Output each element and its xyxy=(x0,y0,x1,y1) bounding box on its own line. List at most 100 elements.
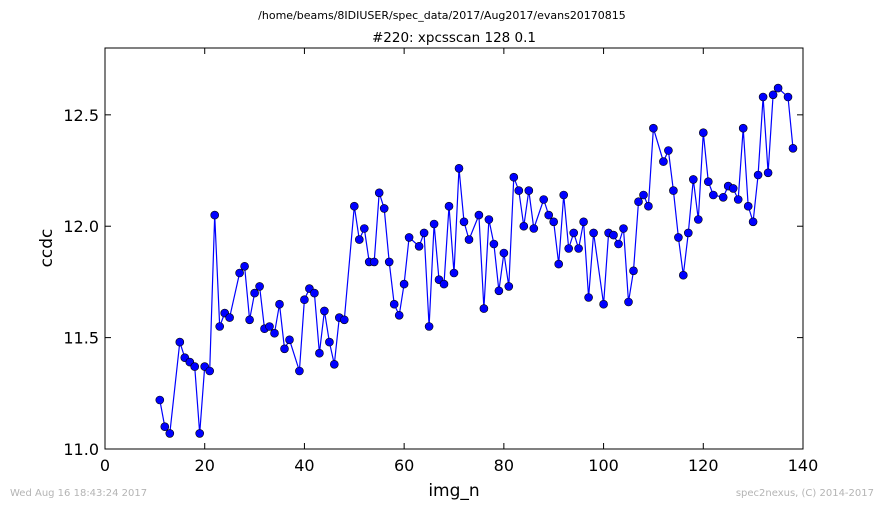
data-point xyxy=(280,344,289,354)
data-point xyxy=(698,128,708,137)
credit-footer: spec2nexus, (C) 2014-2017 xyxy=(735,488,874,499)
data-point xyxy=(569,228,579,238)
tick-layer: 0 20 40 60 80 100 120 140 11.0 11.5 12.0 12.5 xyxy=(63,48,818,475)
data-point xyxy=(629,266,638,276)
data-point xyxy=(514,186,524,195)
data-point xyxy=(454,164,464,173)
data-point xyxy=(509,172,519,182)
data-point xyxy=(529,224,539,233)
data-point xyxy=(683,228,693,238)
data-point xyxy=(524,186,534,195)
data-point xyxy=(609,230,618,240)
data-point xyxy=(788,144,798,153)
data-point xyxy=(215,322,224,331)
data-point xyxy=(379,204,389,213)
data-point xyxy=(768,90,778,100)
data-point xyxy=(329,359,339,369)
data-point xyxy=(584,293,593,302)
x-tick-label: 20 xyxy=(195,456,215,475)
data-point xyxy=(349,201,359,211)
data-point xyxy=(205,366,214,376)
data-point xyxy=(429,219,439,229)
data-point xyxy=(619,224,628,233)
data-point xyxy=(275,299,284,309)
data-point xyxy=(389,299,399,309)
data-point xyxy=(504,282,514,291)
data-point xyxy=(399,279,409,289)
data-point xyxy=(225,313,234,322)
data-point xyxy=(160,422,170,432)
data-point xyxy=(449,268,459,278)
data-point xyxy=(369,257,379,267)
x-tick-label: 120 xyxy=(688,456,719,475)
series-line xyxy=(159,87,794,435)
data-point xyxy=(474,210,484,220)
data-point xyxy=(539,195,549,204)
data-point xyxy=(743,201,753,211)
data-point xyxy=(439,279,449,289)
data-point xyxy=(783,92,793,102)
data-point xyxy=(664,146,673,155)
series-layer xyxy=(155,83,798,438)
data-point xyxy=(489,239,499,249)
y-tick-label: 11.0 xyxy=(63,440,99,459)
x-tick-label: 40 xyxy=(294,456,314,475)
data-point xyxy=(424,322,434,331)
data-point xyxy=(748,217,758,227)
file-path-title: /home/beams/8IDIUSER/spec_data/2017/Aug2… xyxy=(258,9,626,22)
data-point xyxy=(240,261,249,271)
data-point xyxy=(733,195,743,204)
data-point xyxy=(419,228,429,238)
data-point xyxy=(300,295,309,305)
data-point xyxy=(404,233,414,242)
data-point xyxy=(394,310,404,320)
data-point xyxy=(285,335,294,345)
x-tick-label: 80 xyxy=(494,456,514,475)
data-point xyxy=(574,244,583,253)
data-point xyxy=(235,268,244,278)
data-point xyxy=(614,239,623,249)
data-point xyxy=(484,215,494,224)
data-point xyxy=(479,304,489,313)
data-point xyxy=(758,92,768,102)
data-point xyxy=(564,244,574,253)
y-tick-label: 11.5 xyxy=(63,329,99,348)
data-point xyxy=(693,215,703,224)
chart-title: #220: xpcsscan 128 0.1 xyxy=(371,30,537,46)
data-point xyxy=(270,328,279,338)
data-point xyxy=(554,259,564,269)
data-point xyxy=(688,175,698,184)
data-point xyxy=(195,429,204,438)
timestamp-footer: Wed Aug 16 18:43:24 2017 xyxy=(10,488,148,499)
data-point xyxy=(155,395,165,405)
data-point xyxy=(738,123,748,133)
data-point xyxy=(414,242,424,251)
data-point xyxy=(464,235,474,244)
data-point xyxy=(559,190,569,200)
data-point xyxy=(589,228,598,238)
data-point xyxy=(165,429,175,438)
data-point xyxy=(295,366,304,376)
data-point xyxy=(255,282,264,291)
x-tick-label: 0 xyxy=(100,456,110,475)
data-point xyxy=(624,297,633,307)
data-point xyxy=(649,123,658,133)
data-point xyxy=(708,190,718,200)
data-point xyxy=(265,322,274,331)
data-point xyxy=(325,337,334,347)
data-point xyxy=(763,168,773,178)
x-axis-label: img_n xyxy=(428,481,479,501)
y-tick-label: 12.5 xyxy=(63,106,99,125)
data-point xyxy=(519,221,529,231)
data-point xyxy=(310,288,319,298)
x-tick-label: 60 xyxy=(394,456,414,475)
data-point xyxy=(718,193,728,202)
data-point xyxy=(339,315,349,325)
data-point xyxy=(444,201,454,211)
plot-area-frame xyxy=(104,47,804,450)
data-point xyxy=(579,217,588,227)
data-point xyxy=(494,286,504,296)
data-point xyxy=(175,337,185,347)
data-point xyxy=(599,299,608,309)
